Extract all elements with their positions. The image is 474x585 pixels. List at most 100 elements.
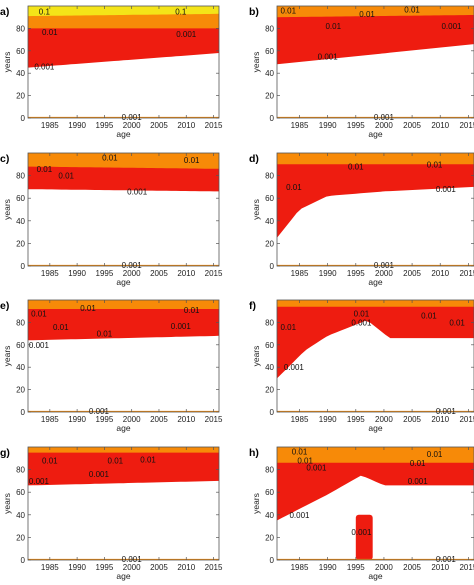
y-tick-label: 80 (265, 24, 274, 33)
contour-label: 0.01 (102, 154, 118, 163)
contour-label: 0.01 (292, 448, 308, 457)
x-tick-label: 1995 (96, 415, 114, 424)
level-0.01-region (277, 153, 474, 165)
x-tick-label: 1990 (68, 415, 86, 424)
x-axis-label: age (116, 129, 130, 139)
x-tick-label: 2000 (375, 563, 393, 572)
x-axis-label: age (116, 277, 130, 287)
contour-label: 0.01 (42, 457, 58, 466)
y-tick-label: 80 (265, 318, 274, 327)
y-tick-label: 20 (265, 92, 274, 101)
contour-label: 0.01 (427, 450, 443, 459)
axes-frame (276, 5, 474, 119)
y-tick-label: 80 (16, 318, 25, 327)
x-tick-label: 2005 (150, 121, 168, 130)
level-0.001-region (277, 300, 474, 379)
contour-label: 0.01 (184, 156, 200, 165)
x-tick-label: 1985 (291, 563, 309, 572)
x-tick-label: 2015 (459, 269, 474, 278)
x-tick-label: 2000 (123, 415, 141, 424)
x-tick-label: 1985 (41, 269, 59, 278)
axes-frame (27, 152, 220, 267)
x-tick-label: 2005 (150, 269, 168, 278)
y-tick-label: 20 (265, 533, 274, 542)
contour-label: 0.1 (39, 8, 51, 17)
x-tick-label: 1985 (291, 269, 309, 278)
contour-label: 0.001 (284, 363, 305, 372)
x-tick-label: 1995 (347, 415, 365, 424)
level-0.001-region (28, 305, 219, 341)
y-axis-label: years (251, 52, 261, 73)
contour-label: 0.01 (280, 323, 296, 332)
contour-label: 0.01 (31, 309, 47, 318)
axes-frame (276, 152, 474, 267)
contour-label: 0.1 (175, 8, 187, 17)
contour-label: 0.01 (449, 318, 465, 327)
x-tick-label: 2010 (177, 563, 195, 572)
x-tick-label: 2005 (150, 563, 168, 572)
y-tick-label: 80 (16, 24, 25, 33)
contour-label: 0.001 (29, 477, 50, 486)
contour-label: 0.001 (351, 318, 372, 327)
contour-label: 0.01 (58, 172, 74, 181)
x-tick-label: 1985 (41, 121, 59, 130)
contour-label: 0.001 (318, 52, 339, 61)
axes-frame (27, 299, 220, 413)
x-tick-label: 2015 (205, 269, 223, 278)
y-tick-label: 60 (265, 194, 274, 203)
x-tick-label: 2000 (375, 415, 393, 424)
x-tick-label: 2015 (459, 121, 474, 130)
x-tick-label: 1995 (347, 121, 365, 130)
x-tick-label: 2010 (431, 121, 449, 130)
x-tick-label: 2010 (177, 121, 195, 130)
y-tick-label: 0 (21, 408, 26, 417)
y-tick-label: 40 (16, 511, 25, 520)
y-tick-label: 80 (16, 172, 25, 181)
y-axis-label: years (2, 199, 12, 220)
x-tick-label: 2000 (123, 269, 141, 278)
x-tick-label: 2015 (205, 415, 223, 424)
x-tick-label: 2005 (403, 415, 421, 424)
panel-label: a) (0, 6, 9, 18)
contour-label: 0.001 (289, 511, 310, 520)
y-tick-label: 60 (265, 488, 274, 497)
contour-label: 0.01 (354, 309, 370, 318)
y-tick-label: 0 (270, 114, 275, 123)
x-axis-label: age (368, 129, 382, 139)
contour-label: 0.01 (140, 455, 156, 464)
y-tick-label: 40 (16, 217, 25, 226)
contour-label: 0.01 (280, 6, 296, 15)
panel-label: g) (0, 447, 10, 459)
level-0.001-region (28, 162, 219, 192)
y-tick-label: 0 (270, 556, 275, 565)
x-tick-label: 2010 (177, 269, 195, 278)
x-tick-label: 1990 (319, 415, 337, 424)
contour-label: 0.01 (286, 183, 302, 192)
contour-label: 0.01 (97, 330, 113, 339)
axes-frame (27, 5, 220, 119)
x-tick-label: 2010 (177, 415, 195, 424)
contour-label: 0.01 (297, 457, 313, 466)
x-tick-label: 1990 (319, 121, 337, 130)
contour-label: 0.001 (436, 555, 457, 564)
y-axis-label: years (251, 493, 261, 514)
x-tick-label: 1985 (291, 121, 309, 130)
contour-label: 0.001 (34, 62, 55, 71)
panel-label: b) (249, 6, 259, 18)
level-0.001-region (277, 447, 474, 521)
y-tick-label: 60 (16, 47, 25, 56)
contour-label: 0.001 (89, 470, 110, 479)
contour-label: 0.001 (436, 407, 457, 416)
x-tick-label: 2015 (459, 415, 474, 424)
y-tick-label: 40 (16, 363, 25, 372)
axes-frame (276, 299, 474, 413)
x-tick-label: 2000 (375, 269, 393, 278)
y-axis-label: years (251, 199, 261, 220)
x-tick-label: 1995 (347, 563, 365, 572)
x-tick-label: 2010 (431, 269, 449, 278)
